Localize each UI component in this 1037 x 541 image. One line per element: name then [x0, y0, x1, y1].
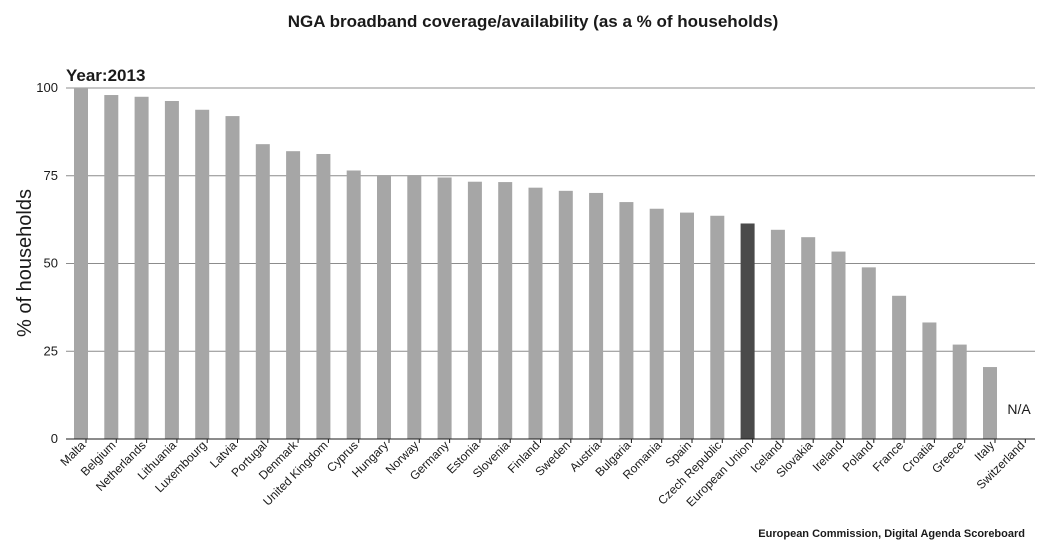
bar: [346, 170, 361, 440]
bar: [892, 295, 907, 439]
chart-title: NGA broadband coverage/availability (as …: [288, 12, 779, 31]
bar: [922, 322, 937, 439]
bar: [74, 88, 88, 439]
x-tick-label: France: [870, 438, 907, 475]
y-tick-label: 50: [44, 256, 58, 271]
y-tick-label: 25: [44, 343, 58, 358]
bar: [498, 182, 513, 439]
bar: [104, 95, 119, 440]
bar: [831, 251, 846, 439]
bar: [407, 175, 422, 440]
x-tick-label: Poland: [840, 438, 876, 474]
x-tick-label: Croatia: [899, 438, 936, 475]
bar: [437, 177, 452, 439]
y-tick-label: 75: [44, 168, 58, 183]
bar: [255, 144, 270, 439]
bar: [680, 212, 694, 439]
bar: [195, 109, 210, 439]
bar: [740, 223, 755, 439]
bars: [74, 88, 997, 440]
bar: [528, 187, 543, 439]
year-label: Year:2013: [66, 66, 145, 85]
y-tick-label: 100: [36, 80, 58, 95]
bar: [801, 237, 816, 439]
gridlines: [66, 87, 1035, 352]
bar: [983, 367, 997, 439]
bar: [619, 202, 634, 439]
bar: [164, 100, 179, 440]
na-label: N/A: [1007, 401, 1031, 417]
bar: [558, 190, 573, 439]
bar: [770, 229, 785, 439]
bar: [952, 344, 967, 439]
y-axis-ticks: 0 25 50 75 100: [36, 80, 58, 446]
bar: [377, 175, 391, 440]
bar: [225, 116, 240, 439]
bar: [649, 208, 664, 439]
bar: [134, 96, 149, 439]
bar: [316, 153, 331, 440]
bar: [467, 181, 482, 439]
y-tick-label: 0: [51, 431, 58, 446]
x-tick-label: Ireland: [810, 438, 846, 474]
x-axis-ticks: MaltaBelgiumNetherlandsLithuaniaLuxembou…: [57, 438, 1027, 510]
source-note: European Commission, Digital Agenda Scor…: [758, 528, 1025, 540]
x-axis: [66, 438, 1035, 443]
y-axis-label: % of households: [14, 189, 36, 337]
x-tick-label: Greece: [929, 438, 967, 476]
bar: [589, 192, 604, 439]
bar: [861, 267, 876, 439]
bar: [286, 151, 301, 439]
x-tick-label: Italy: [972, 438, 997, 463]
bar: [710, 215, 725, 439]
